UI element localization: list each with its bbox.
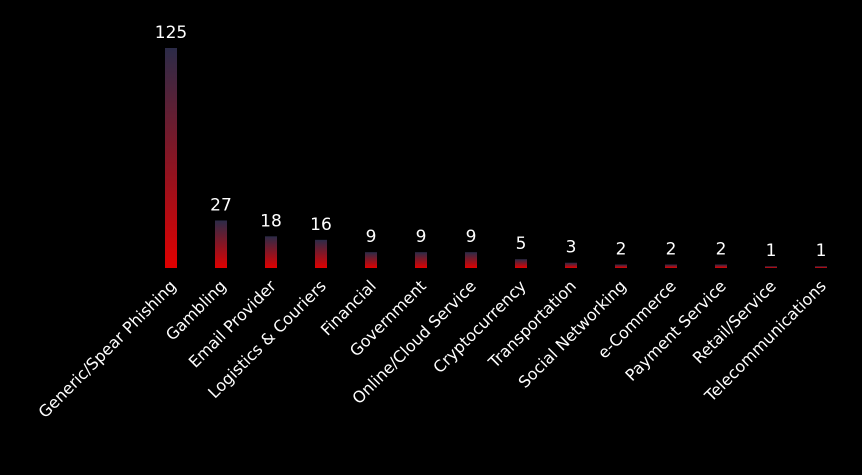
x-tick-label: Email Provider [185, 276, 280, 371]
x-tick-label: Generic/Spear Phishing [35, 276, 180, 421]
bar [415, 252, 427, 268]
bar [465, 252, 477, 268]
data-label: 16 [310, 215, 332, 235]
x-tick-label: Transportation [484, 276, 580, 372]
data-label: 1 [766, 241, 777, 261]
bar [815, 266, 827, 268]
bar [365, 252, 377, 268]
data-label: 3 [566, 238, 577, 258]
bar [315, 239, 327, 268]
data-label: 9 [416, 227, 427, 247]
bar [715, 264, 727, 268]
data-label: 5 [516, 234, 527, 254]
data-label: 18 [260, 211, 282, 231]
bar [615, 264, 627, 268]
data-label: 2 [616, 239, 627, 259]
data-label: 2 [716, 239, 727, 259]
bar [165, 48, 177, 268]
bar [765, 266, 777, 268]
bar [565, 262, 577, 268]
bar [215, 220, 227, 268]
data-label: 9 [466, 227, 477, 247]
data-label: 2 [666, 239, 677, 259]
data-label: 27 [210, 195, 232, 215]
bar [265, 236, 277, 268]
bar [665, 264, 677, 268]
data-label: 9 [366, 227, 377, 247]
data-label: 1 [816, 241, 827, 261]
bar [515, 259, 527, 268]
data-label: 125 [155, 23, 187, 43]
